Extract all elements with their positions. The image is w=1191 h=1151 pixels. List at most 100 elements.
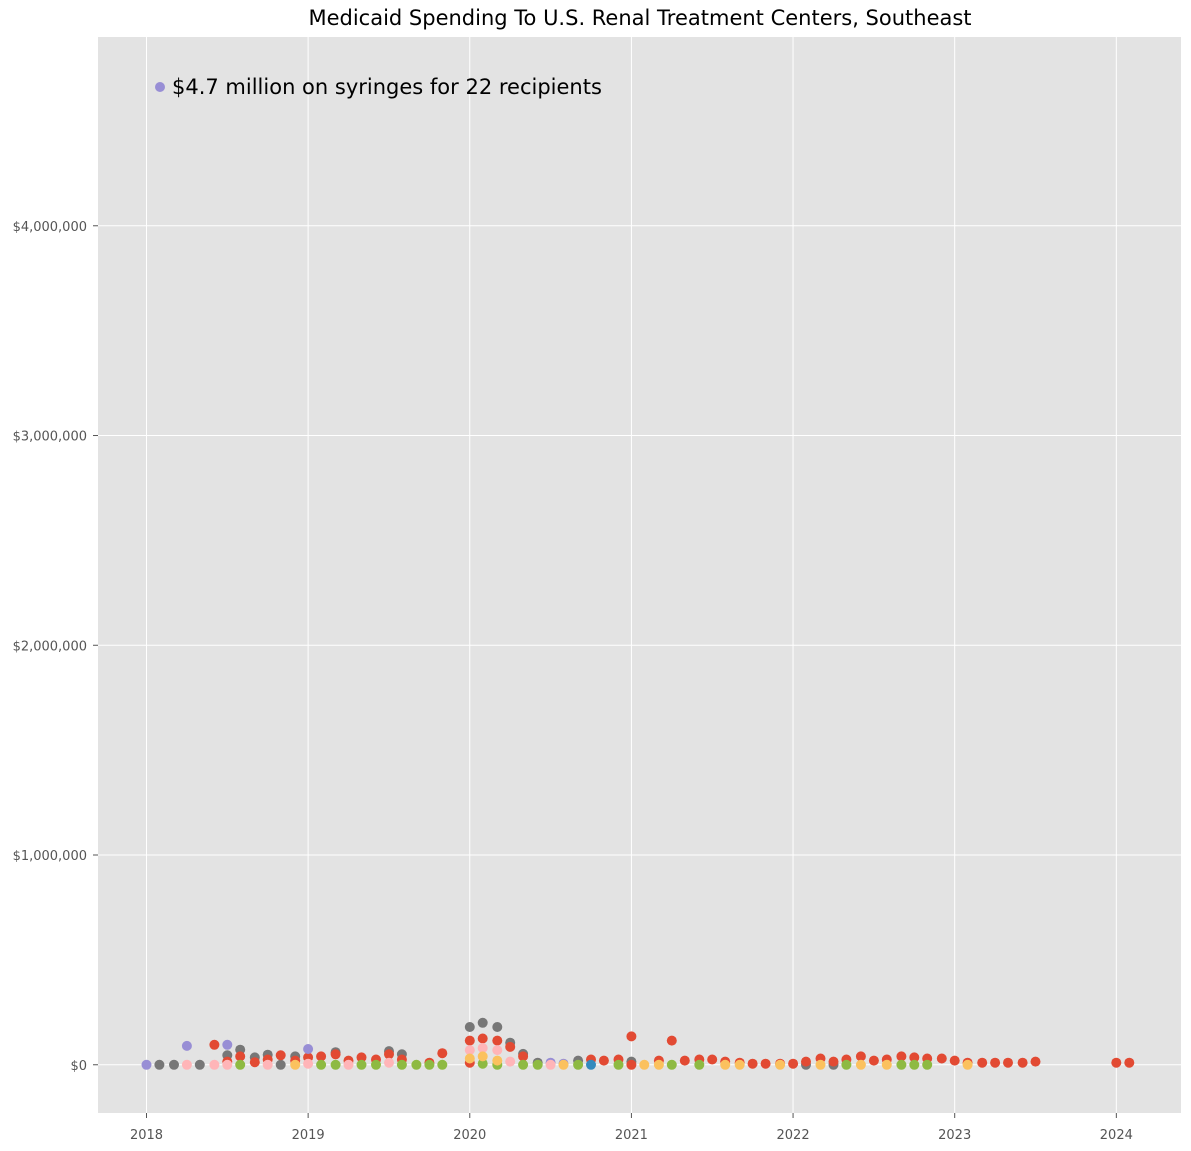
annotation-marker	[155, 82, 165, 92]
data-point	[1017, 1057, 1028, 1068]
data-point	[626, 1031, 637, 1042]
data-point	[437, 1048, 448, 1059]
data-point	[411, 1059, 422, 1070]
data-point	[477, 1043, 488, 1053]
data-point	[464, 1035, 475, 1046]
data-point	[573, 1059, 584, 1070]
data-point	[371, 1059, 381, 1070]
data-point	[653, 1059, 664, 1070]
x-tick-label: 2023	[938, 1128, 971, 1143]
data-point	[801, 1056, 811, 1067]
data-point	[977, 1057, 988, 1068]
data-point	[868, 1055, 879, 1066]
data-point	[464, 1022, 475, 1032]
x-tick-label: 2018	[130, 1128, 163, 1143]
x-tick-label: 2024	[1100, 1128, 1133, 1143]
y-tick-label: $1,000,000	[13, 849, 87, 864]
data-point	[598, 1055, 609, 1066]
data-point	[384, 1049, 394, 1060]
data-point	[316, 1051, 327, 1062]
data-point	[896, 1059, 907, 1070]
data-point	[881, 1059, 892, 1070]
data-point	[169, 1059, 179, 1070]
data-point	[828, 1056, 839, 1067]
data-point	[586, 1059, 596, 1070]
data-point	[275, 1050, 286, 1061]
data-point	[141, 1059, 152, 1070]
data-point	[747, 1058, 758, 1069]
data-point	[356, 1052, 367, 1063]
data-point	[209, 1059, 220, 1070]
data-point	[518, 1051, 529, 1062]
grid-lines	[98, 37, 1181, 1113]
x-tick-label: 2021	[615, 1128, 648, 1143]
data-point	[720, 1059, 731, 1070]
data-point	[222, 1059, 233, 1070]
data-point	[492, 1055, 503, 1066]
data-point	[990, 1057, 1001, 1068]
data-point	[275, 1059, 286, 1070]
data-point	[505, 1056, 516, 1067]
data-point	[330, 1059, 341, 1070]
data-point	[613, 1059, 624, 1070]
data-point	[249, 1057, 260, 1068]
data-point	[356, 1059, 367, 1070]
data-point	[290, 1059, 301, 1070]
x-tick-label: 2022	[777, 1128, 810, 1143]
data-point	[222, 1039, 233, 1050]
y-tick-label: $3,000,000	[13, 430, 87, 445]
data-point	[734, 1059, 745, 1070]
data-point	[962, 1059, 973, 1070]
data-point	[492, 1022, 503, 1032]
data-point	[330, 1049, 341, 1060]
data-point	[936, 1053, 947, 1064]
data-point	[707, 1054, 718, 1065]
data-point	[477, 1051, 488, 1062]
data-point	[949, 1055, 960, 1066]
annotation-text: $4.7 million on syringes for 22 recipien…	[172, 75, 602, 99]
data-point	[154, 1059, 165, 1070]
data-point	[1003, 1057, 1013, 1068]
data-point	[181, 1059, 192, 1070]
plot-background	[98, 37, 1181, 1113]
data-point	[492, 1035, 503, 1046]
data-point	[437, 1059, 448, 1070]
data-point	[235, 1059, 246, 1070]
data-point	[815, 1059, 826, 1070]
data-point	[181, 1040, 192, 1051]
x-tick-label: 2019	[292, 1128, 325, 1143]
data-point	[532, 1059, 543, 1070]
data-point	[639, 1059, 650, 1070]
y-axis-ticks: $0 $1,000,000 $2,000,000 $3,000,000 $4,000,0…	[13, 220, 98, 1074]
data-point	[464, 1053, 475, 1064]
data-point	[788, 1058, 799, 1069]
data-point	[477, 1017, 488, 1028]
data-point	[1030, 1056, 1041, 1067]
data-point	[316, 1059, 327, 1070]
data-point	[303, 1058, 314, 1069]
y-tick-label: $2,000,000	[13, 639, 87, 654]
data-point	[492, 1045, 503, 1056]
annotation: $4.7 million on syringes for 22 recipien…	[155, 75, 602, 99]
data-point	[477, 1033, 488, 1044]
data-point	[518, 1059, 529, 1070]
data-point	[235, 1051, 246, 1062]
x-tick-label: 2020	[453, 1128, 486, 1143]
data-point	[694, 1059, 705, 1070]
data-point	[1124, 1057, 1135, 1068]
data-point	[303, 1044, 314, 1054]
data-point	[775, 1059, 786, 1070]
data-point	[558, 1059, 569, 1070]
data-point	[424, 1059, 435, 1070]
chart-title: Medicaid Spending To U.S. Renal Treatmen…	[308, 6, 972, 30]
data-points	[141, 1017, 1135, 1070]
data-point	[922, 1059, 933, 1070]
y-tick-label: $0	[70, 1059, 87, 1074]
data-point	[855, 1051, 866, 1062]
data-point	[545, 1059, 556, 1070]
data-point	[262, 1059, 273, 1070]
data-point	[760, 1058, 771, 1069]
y-tick-label: $4,000,000	[13, 220, 87, 235]
data-point	[505, 1041, 516, 1052]
